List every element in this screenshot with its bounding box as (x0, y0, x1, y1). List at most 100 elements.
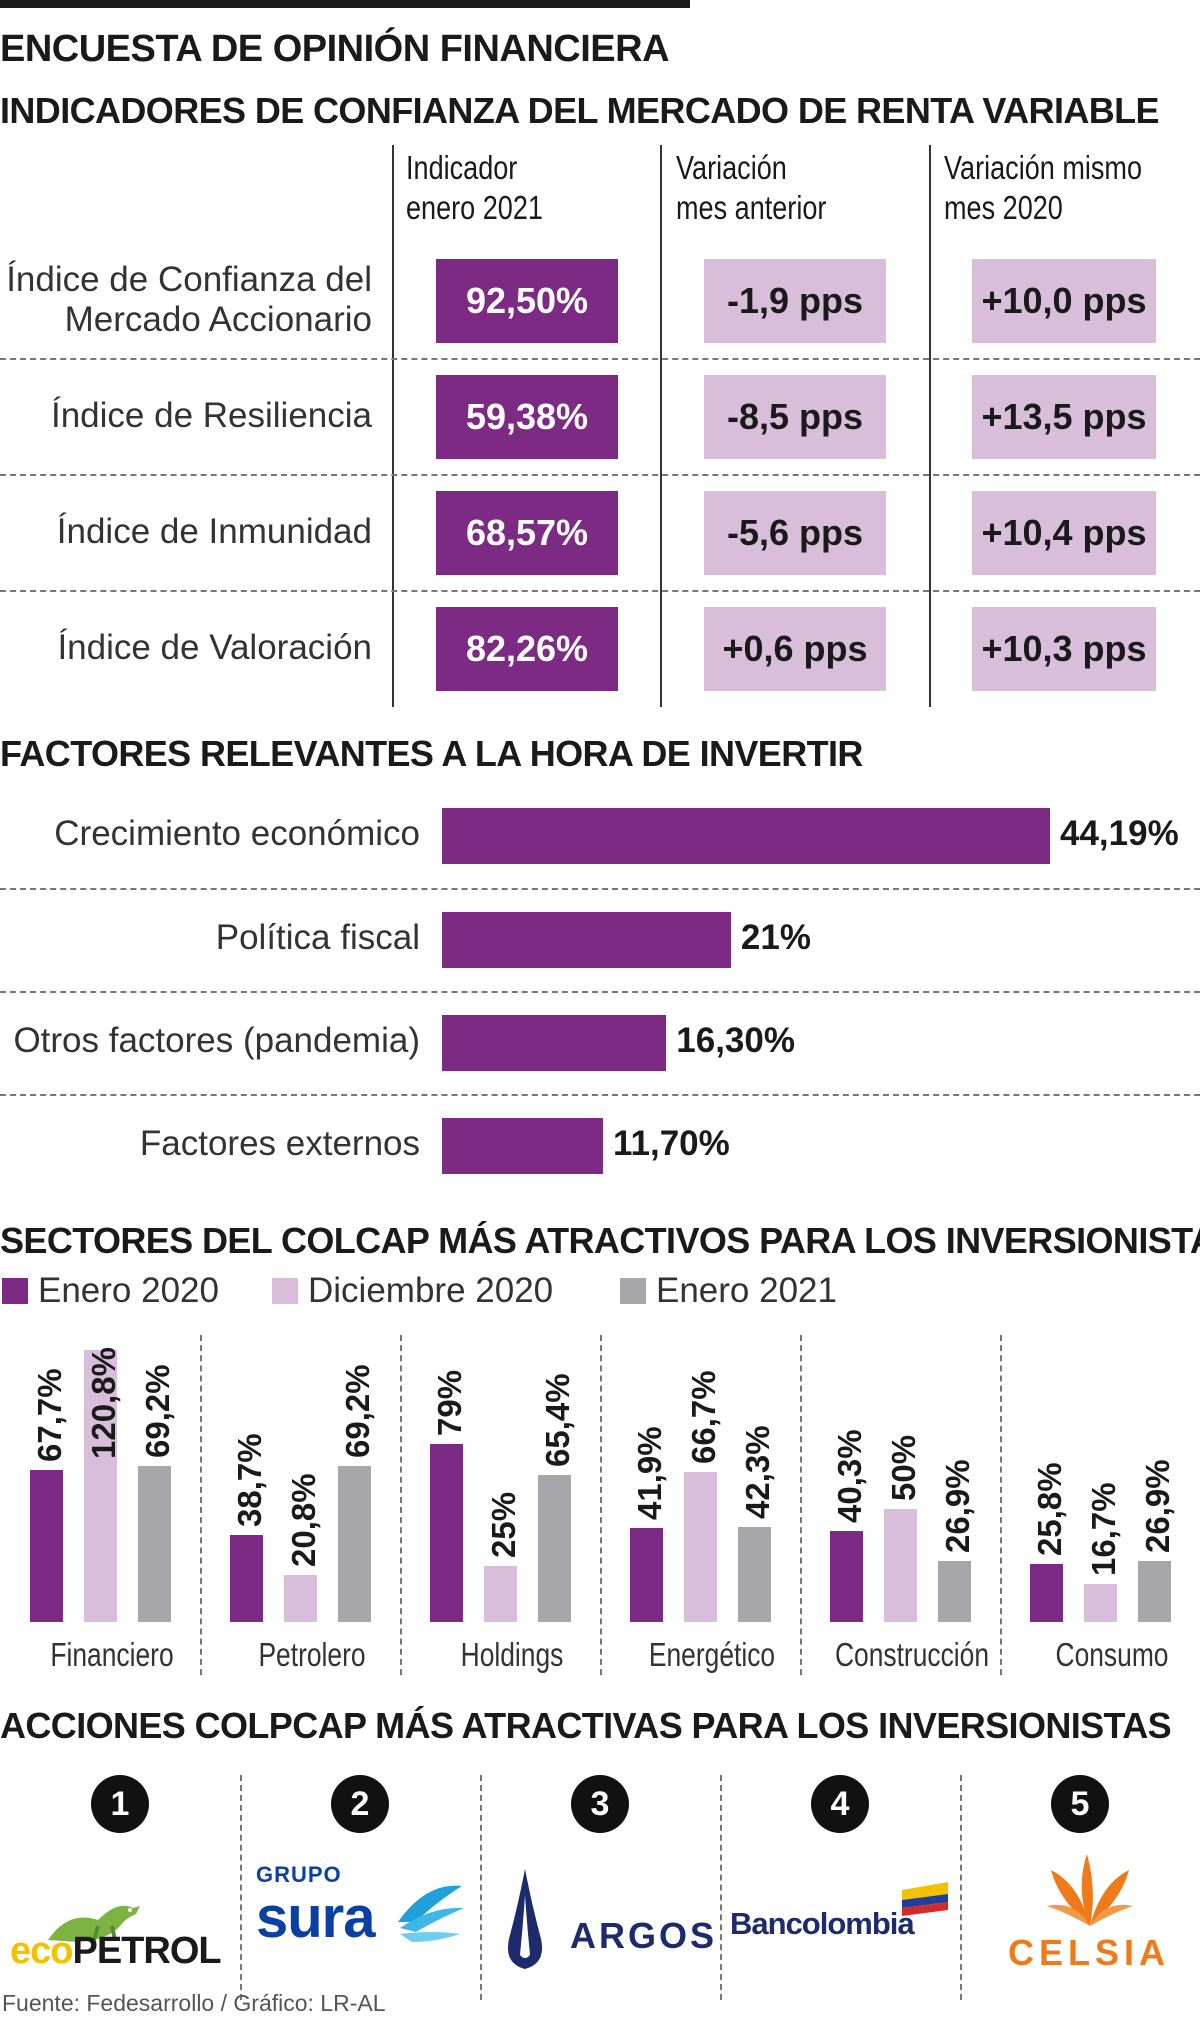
celsia-text: CELSIA (1008, 1932, 1171, 1973)
variation-year: +10,4 pps (972, 491, 1156, 575)
table-divider (392, 145, 394, 707)
sector-value-label: 41,9% (631, 1426, 668, 1520)
sector-value-label: 79% (431, 1370, 468, 1437)
sector-bar (630, 1527, 663, 1622)
indicator-label: Índice de Inmunidad (56, 512, 372, 551)
sector-category-label: Consumo (1055, 1636, 1169, 1673)
sura-wing-icon (398, 1885, 464, 1942)
row-separator (0, 474, 1200, 476)
indicator-label: Índice de Resiliencia (50, 396, 372, 435)
legend-label: Diciembre 2020 (308, 1271, 554, 1310)
factor-value: 16,30% (676, 1021, 795, 1060)
argos-flame-icon (507, 1869, 543, 1969)
factor-value: 11,70% (612, 1124, 730, 1163)
factor-label: Otros factores (pandemia) (13, 1021, 420, 1060)
legend-swatch (620, 1278, 646, 1304)
legend-label: Enero 2021 (656, 1271, 837, 1310)
sura-logo: GRUPO sura (256, 1862, 466, 1972)
indicator-value: 82,26% (436, 607, 618, 691)
rank-badge: 4 (811, 1775, 869, 1833)
row-separator (0, 991, 1200, 993)
sector-bar (30, 1469, 63, 1622)
eco-text: eco (10, 1930, 73, 1972)
sector-bar (830, 1531, 863, 1622)
col-header-var-month: Variación mes anterior (676, 149, 827, 226)
variation-year: +10,3 pps (972, 607, 1156, 691)
variation-year: +10,0 pps (972, 259, 1156, 343)
sector-value-label: 16,7% (1085, 1482, 1122, 1577)
sura-text: sura (256, 1885, 376, 1950)
factor-label: Factores externos (139, 1124, 420, 1163)
sector-bar (138, 1466, 171, 1622)
indicator-label: Índice de Valoración (57, 628, 372, 667)
row-separator (0, 1094, 1200, 1096)
sector-value-label: 26,9% (939, 1459, 976, 1554)
variation-month: -5,6 pps (704, 491, 886, 575)
sector-separator (400, 1335, 402, 1675)
factors-title: FACTORES RELEVANTES A LA HORA DE INVERTI… (0, 733, 863, 774)
sector-value-label: 38,7% (231, 1433, 268, 1527)
factor-label: Política fiscal (215, 918, 420, 957)
stocks-title: ACCIONES COLPCAP MÁS ATRACTIVAS PARA LOS… (0, 1705, 1172, 1746)
rank-badge: 2 (331, 1775, 389, 1833)
row-separator (0, 888, 1200, 890)
bancolombia-logo: Bancolombia (728, 1878, 958, 1958)
row-separator (0, 590, 1200, 592)
sector-category-label: Financiero (50, 1636, 174, 1673)
sector-value-label: 69,2% (139, 1364, 176, 1459)
indicator-value: 59,38% (436, 375, 618, 459)
sectors-title: SECTORES DEL COLCAP MÁS ATRACTIVOS PARA … (0, 1220, 1200, 1261)
indicator-value: 68,57% (436, 491, 618, 575)
col-header-indicator: Indicador enero 2021 (406, 149, 543, 226)
iguana-icon (48, 1905, 140, 1942)
factor-bar (442, 808, 1050, 864)
page-title: ENCUESTA DE OPINIÓN FINANCIERA (0, 28, 670, 70)
sector-value-label: 20,8% (285, 1473, 322, 1568)
sector-value-label: 42,3% (739, 1425, 776, 1519)
factor-label: Crecimiento económico (54, 814, 420, 853)
top-rule (0, 0, 690, 8)
factor-value: 21% (740, 918, 811, 957)
row-separator (0, 358, 1200, 360)
sura-group-text: GRUPO (256, 1862, 342, 1887)
sector-bar (284, 1575, 317, 1622)
sector-bar (738, 1526, 771, 1622)
argos-text: ARGOS (570, 1915, 718, 1956)
variation-month: -1,9 pps (704, 259, 886, 343)
stock-separator (240, 1775, 242, 2000)
indicator-value: 92,50% (436, 259, 618, 343)
sector-category-label: Energético (648, 1636, 776, 1673)
factor-bar (442, 1118, 603, 1174)
sector-bar (338, 1466, 371, 1622)
factor-bar (442, 912, 731, 968)
legend-swatch (2, 1278, 28, 1304)
legend-label: Enero 2020 (38, 1271, 219, 1310)
indicator-label: Índice de Confianza del Mercado Accionari… (6, 260, 372, 339)
petrol-text: PETROL (72, 1930, 221, 1972)
sector-bar (1030, 1563, 1063, 1622)
indicators-title: INDICADORES DE CONFIANZA DEL MERCADO DE … (0, 90, 1160, 131)
sector-bar (430, 1444, 463, 1622)
sector-separator (1000, 1335, 1002, 1675)
rank-badge: 1 (91, 1775, 149, 1833)
sector-bar (230, 1534, 263, 1622)
sector-value-label: 40,3% (831, 1429, 868, 1524)
argos-logo: ARGOS (490, 1865, 720, 1975)
sector-value-label: 69,2% (339, 1364, 376, 1459)
sector-bar (1138, 1561, 1171, 1622)
table-divider (660, 145, 662, 707)
stock-separator (480, 1775, 482, 2000)
sector-bar (1084, 1584, 1117, 1622)
stock-separator (720, 1775, 722, 2000)
sector-value-label: 67,7% (31, 1367, 68, 1462)
variation-month: +0,6 pps (704, 607, 886, 691)
col-header-var-year: Variación mismo mes 2020 (944, 149, 1143, 226)
sector-value-label: 25% (485, 1491, 522, 1558)
rank-badge: 5 (1051, 1775, 1109, 1833)
sector-separator (200, 1335, 202, 1675)
celsia-flower-icon (1047, 1854, 1133, 1926)
legend-swatch (272, 1278, 298, 1304)
sector-bar (884, 1509, 917, 1622)
rank-badge: 3 (571, 1775, 629, 1833)
sector-value-label: 26,9% (1139, 1459, 1176, 1554)
